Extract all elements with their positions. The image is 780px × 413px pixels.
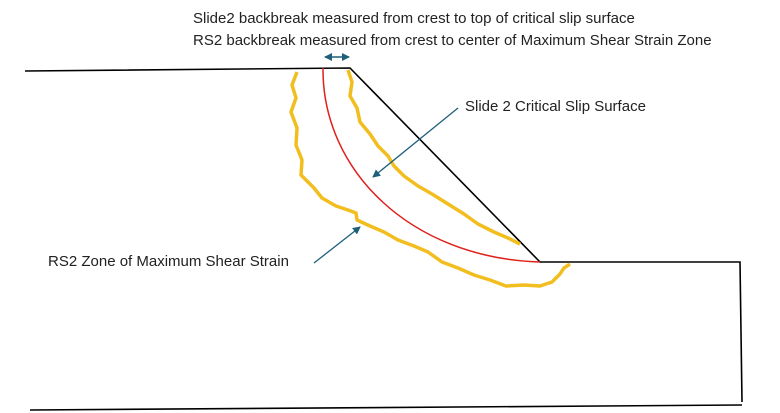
zone-label: RS2 Zone of Maximum Shear Strain: [48, 253, 289, 270]
shear-zone-outer: [289, 71, 571, 288]
slip-label: Slide 2 Critical Slip Surface: [465, 98, 646, 115]
base-line: [29, 404, 743, 411]
shear-zone-inner: [346, 69, 521, 246]
zone-arrow: [313, 226, 361, 264]
header-line: Slide2 backbreak measured from crest to …: [193, 10, 635, 27]
critical-slip-surface: [322, 67, 541, 263]
slope-profile: [24, 67, 743, 403]
header-line: RS2 backbreak measured from crest to cen…: [193, 32, 712, 49]
slip-arrow: [372, 107, 459, 178]
